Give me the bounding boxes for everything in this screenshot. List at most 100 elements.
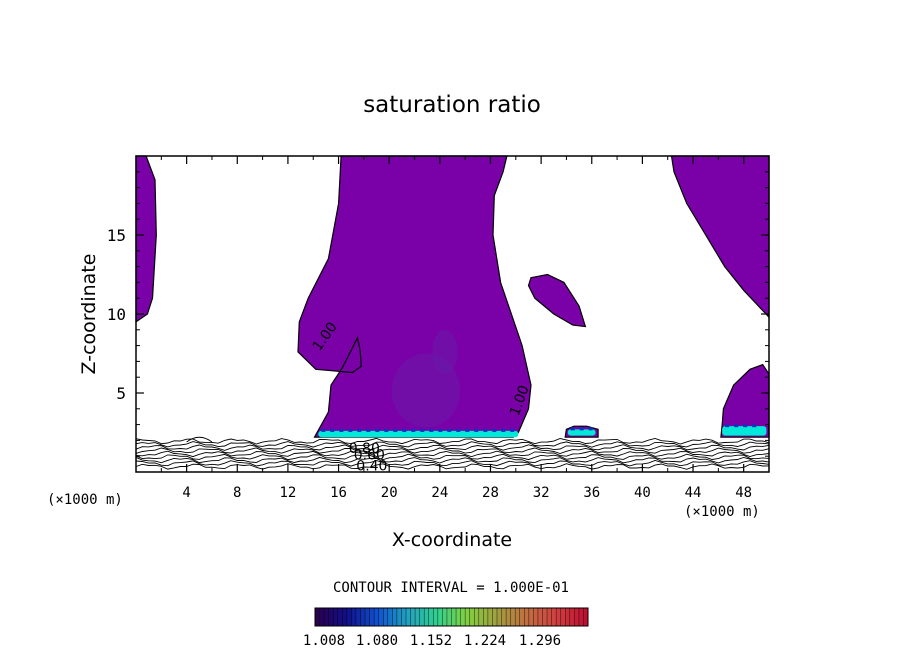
colorbar-cell (574, 608, 580, 626)
x-tick-label: 16 (330, 485, 347, 501)
colorbar-cell (460, 608, 466, 626)
colorbar-cell (565, 608, 571, 626)
colorbar-cell (501, 608, 507, 626)
colorbar-cell (328, 608, 334, 626)
colorbar-cell (497, 608, 502, 626)
colorbar-cell (578, 608, 584, 626)
speckle (579, 427, 584, 431)
colorbar-cell (396, 608, 402, 626)
colorbar-cell (428, 608, 434, 626)
speckle (321, 428, 326, 432)
contour-label: 0.60 (354, 447, 385, 463)
region-upper-right-blob (527, 273, 587, 328)
colorbar-cell (547, 608, 552, 626)
colorbar-cell (528, 608, 534, 626)
x-tick-label: 28 (482, 485, 499, 501)
colorbar-cell (406, 608, 411, 626)
speckle (348, 428, 353, 432)
speckle (743, 424, 748, 428)
colorbar-cell (369, 608, 375, 626)
colorbar-cell (542, 608, 548, 626)
speckle (725, 424, 730, 428)
colorbar-cell (378, 608, 384, 626)
speckle (420, 428, 425, 432)
colorbar-cell (333, 608, 339, 626)
x-tick-label: 40 (634, 485, 651, 501)
y-tick-label: 15 (107, 226, 126, 245)
y-axis-label: Z-coordinate (78, 254, 100, 375)
speckle (366, 428, 371, 432)
inner-shade-1 (432, 329, 458, 375)
colorbar-cell (524, 608, 530, 626)
colorbar-cell (569, 608, 575, 626)
colorbar-cell (469, 608, 475, 626)
contour-bump (186, 436, 213, 443)
colorbar-tick-label: 1.224 (464, 633, 506, 649)
colorbar-cell (465, 608, 471, 626)
colorbar (314, 607, 589, 627)
speckle (510, 428, 515, 432)
colorbar-cell (424, 608, 430, 626)
low-contour-line (135, 444, 770, 451)
y-axis: 5 10 15 (107, 171, 769, 457)
speckle (330, 428, 335, 432)
colorbar-tick-label: 1.008 (303, 633, 345, 649)
x-tick-label: 32 (533, 485, 550, 501)
colorbar-cell (506, 608, 512, 626)
colorbar-cell (360, 608, 366, 626)
colorbar-cell (383, 608, 389, 626)
colorbar-cell (519, 608, 525, 626)
region-right-plume (670, 155, 770, 319)
colorbar-cell (387, 608, 393, 626)
colorbar-cell (351, 608, 357, 626)
colorbar-cell (478, 608, 484, 626)
speckle (339, 428, 344, 432)
colorbar-cell (456, 608, 461, 626)
speckle (447, 428, 452, 432)
x-unit-right: (×1000 m) (684, 504, 760, 520)
colorbar-tick-label: 1.152 (410, 633, 452, 649)
colorbar-cell (337, 608, 343, 626)
speckle (456, 428, 461, 432)
colorbar-cell (315, 608, 320, 626)
colorbar-cell (483, 608, 489, 626)
highlight-band-0 (318, 430, 519, 438)
colorbar-cell (451, 608, 457, 626)
speckle (465, 428, 470, 432)
colorbar-cell (319, 608, 325, 626)
colorbar-cell (442, 608, 448, 626)
speckle (734, 424, 739, 428)
contour-label: 0.80 (349, 441, 380, 457)
colorbar-cell (583, 608, 589, 626)
colorbar-cell (419, 608, 425, 626)
low-contour-line (135, 441, 770, 448)
colorbar-cell (446, 608, 452, 626)
colorbar-cell (515, 608, 521, 626)
x-tick-label: 20 (381, 485, 398, 501)
speckle (402, 428, 407, 432)
colorbar-cell (474, 608, 480, 626)
colorbar-frame (314, 607, 589, 627)
speckle (393, 428, 398, 432)
speckle (438, 428, 443, 432)
colorbar-cell (346, 608, 352, 626)
speckle (429, 428, 434, 432)
colorbar-tick-label: 1.080 (356, 633, 398, 649)
colorbar-cell (533, 608, 539, 626)
colorbar-tick-label: 1.296 (519, 633, 561, 649)
colorbar-cell (365, 608, 370, 626)
x-tick-label: 24 (431, 485, 448, 501)
x-axis: 4 8 12 16 20 24 28 32 36 40 44 48 (160, 156, 752, 501)
speckle (411, 428, 416, 432)
highlight-band-2 (722, 426, 767, 436)
speckle (375, 428, 380, 432)
colorbar-cell (374, 608, 380, 626)
colorbar-tick-labels: 1.008 1.080 1.152 1.224 1.296 (303, 633, 561, 649)
low-contour-line (135, 447, 770, 454)
y-tick-label: 5 (116, 384, 126, 403)
speckle (588, 427, 593, 431)
low-contour-line (135, 456, 770, 464)
x-axis-label: X-coordinate (392, 529, 512, 551)
